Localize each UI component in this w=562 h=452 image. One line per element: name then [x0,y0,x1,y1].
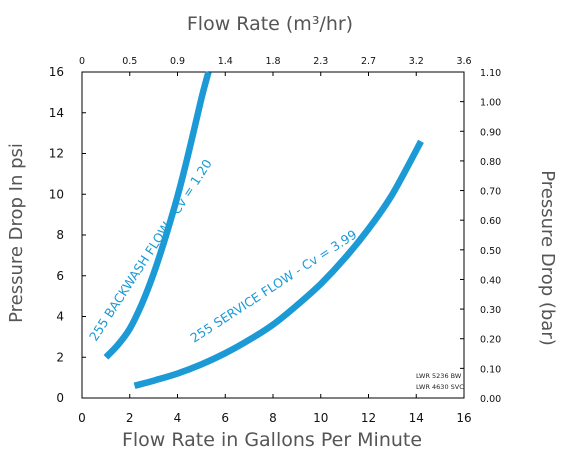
top-tick-label: 0 [79,56,85,67]
top-axis: 0 0.5 0.9 1.4 1.8 2.3 2.7 3.2 3.6 [79,56,472,76]
x-tick-label: 8 [269,411,277,425]
right-tick-label: 0.70 [480,187,501,198]
right-axis-label: Pressure Drop (bar) [537,170,558,346]
right-tick-label: 0.80 [480,157,501,168]
top-tick-label: 1.8 [265,56,280,67]
right-tick-label: 0.30 [480,305,501,316]
x-tick-label: 16 [456,411,471,425]
right-axis: 0.00 0.10 0.20 0.30 0.40 0.50 0.60 0.70 0.80 0.90… [460,68,501,405]
x-tick-label: 10 [313,411,328,425]
top-tick-label: 0.9 [170,56,185,67]
right-tick-label: 0.00 [480,394,501,405]
x-tick-label: 0 [78,411,86,425]
top-tick-label: 1.4 [218,56,233,67]
x-tick-label: 6 [221,411,229,425]
y-tick-label: 2 [56,350,64,364]
annotation-bw: LWR 5236 BW [416,372,462,380]
right-tick-label: 0.60 [480,216,501,227]
top-tick-label: 3.6 [456,56,471,67]
y-tick-label: 8 [56,228,64,242]
right-tick-label: 0.40 [480,275,501,286]
backwash-series-label: 255 BACKWASH FLOW - Cv = 1.20 [86,156,215,343]
plot-frame [81,71,465,399]
right-tick-label: 0.20 [480,335,501,346]
y-tick-label: 6 [56,269,64,283]
y-tick-label: 4 [56,310,64,324]
x-tick-label: 12 [361,411,376,425]
y-tick-label: 10 [49,187,64,201]
right-tick-label: 0.50 [480,246,501,257]
left-axis: 0 2 4 6 8 10 12 14 16 [49,65,86,405]
y-tick-label: 16 [49,65,64,79]
series-curves [103,71,424,389]
y-tick-label: 12 [49,147,64,161]
service-flow-curve [133,139,424,389]
right-tick-label: 1.10 [480,68,501,79]
top-tick-label: 0.5 [122,56,137,67]
y-tick-label: 0 [56,391,64,405]
backwash-flow-curve [103,71,212,360]
x-tick-label: 14 [409,411,424,425]
right-tick-label: 0.10 [480,364,501,375]
right-tick-label: 1.00 [480,98,501,109]
top-tick-label: 2.3 [313,56,328,67]
top-tick-label: 2.7 [361,56,376,67]
bottom-axis: 0 2 4 6 8 10 12 14 16 [78,394,472,425]
x-tick-label: 4 [174,411,182,425]
y-tick-label: 14 [49,106,64,120]
x-axis-label: Flow Rate in Gallons Per Minute [122,429,422,451]
right-tick-label: 0.90 [480,127,501,138]
chart-title: Flow Rate (m³/hr) [187,13,353,35]
top-tick-label: 3.2 [409,56,424,67]
y-axis-label: Pressure Drop In psi [6,143,27,323]
annotation-svc: LWR 4630 SVC [416,383,464,391]
x-tick-label: 2 [126,411,134,425]
